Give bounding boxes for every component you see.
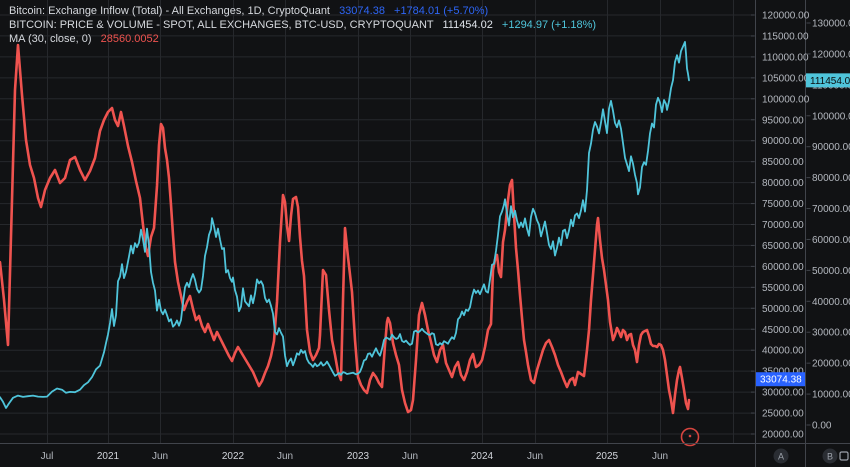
axis-b-tick-label: 40000.00 [812,297,850,308]
axis-a-tick-label: 70000.00 [762,220,804,231]
axis-b-tick-label: 100000.00 [812,111,850,122]
series-change: +1784.01 (+5.70%) [394,5,489,17]
price-line [0,41,690,409]
axis-b-tick-label: 30000.00 [812,328,850,339]
axis-b-tick-label: 20000.00 [812,359,850,370]
axis-a-tick-label: 40000.00 [762,346,804,357]
axis-a-tick-label: 80000.00 [762,178,804,189]
axis-b-tick-label: 50000.00 [812,266,850,277]
axis-b-tick-label: 70000.00 [812,204,850,215]
axis-a-tick-label: 120000.00 [762,11,810,22]
annotation-circle[interactable] [680,427,700,447]
series-change: +1294.97 (+1.18%) [501,19,597,31]
axis-badge-label: A [778,452,784,462]
axis-a-tick-label: 110000.00 [762,52,809,63]
legend-row-exchange-inflow[interactable]: Bitcoin: Exchange Inflow (Total) - All E… [9,4,596,18]
indicator-last-value: 28560.0052 [100,33,159,45]
time-axis-label-jun: Jun [527,451,543,462]
axis-b-tick-label: 90000.00 [812,142,850,153]
axis-a-tick-label: 50000.00 [762,304,804,315]
legend-row-ma-indicator[interactable]: MA (30, close, 0) 28560.0052 [9,32,596,46]
axis-a-tick-label: 90000.00 [762,136,804,147]
axis-a-tick-label: 75000.00 [762,199,804,210]
axis-b-tick-label: 10000.00 [812,390,850,401]
chart-legend: Bitcoin: Exchange Inflow (Total) - All E… [9,4,596,46]
axis-b-tick-label: 120000.00 [812,49,850,60]
axis-a-tick-label: 65000.00 [762,241,804,252]
price-scale-b[interactable] [806,0,850,444]
axis-b-tick-label: 130000.00 [812,19,850,30]
axis-a-tick-label: 105000.00 [762,73,810,84]
time-axis-label-jul: Jul [41,451,54,462]
time-axis-label-jun: Jun [277,451,293,462]
axis-badge-b[interactable] [822,448,838,464]
axis-a-tick-label: 115000.00 [762,31,809,42]
time-axis-label-jun: Jun [152,451,168,462]
panel-toggle-icon[interactable] [839,451,849,461]
time-axis-label-2024: 2024 [471,451,494,462]
price-last-value-label [806,73,850,88]
series-title: Bitcoin: Exchange Inflow (Total) - All E… [9,5,330,17]
axis-a-tick-label: 25000.00 [762,409,804,420]
axis-a-tick-label: 35000.00 [762,367,804,378]
inflow-last-value-text: 33074.38 [760,375,802,386]
axis-a-tick-label: 85000.00 [762,157,804,168]
series-last-value: 33074.38 [339,5,385,17]
time-axis-label-2022: 2022 [222,451,245,462]
axis-b-tick-label: 0.00 [812,421,832,432]
time-axis-label-2025: 2025 [596,451,619,462]
axis-b-tick-label: 60000.00 [812,235,850,246]
indicator-title: MA (30, close, 0) [9,33,92,45]
inflow-last-value-label [756,372,805,387]
time-axis-label-2023: 2023 [347,451,370,462]
series-title: BITCOIN: PRICE & VOLUME - SPOT, ALL EXCH… [9,19,434,31]
inflow-ma-line [0,43,691,415]
annotation-mark [688,434,692,438]
price-last-value-text: 111454.02 [810,76,850,87]
axis-a-tick-label: 95000.00 [762,115,804,126]
axis-b-tick-label: 80000.00 [812,173,850,184]
axis-a-tick-label: 60000.00 [762,262,804,273]
axis-badge-a[interactable] [773,448,789,464]
time-axis-label-jun: Jun [652,451,668,462]
series-last-value: 111454.02 [442,19,493,31]
axis-badge-label: B [827,452,833,462]
axis-a-tick-label: 100000.00 [762,94,810,105]
axis-a-tick-label: 30000.00 [762,388,804,399]
time-axis-label-jun: Jun [402,451,418,462]
axis-a-tick-label: 55000.00 [762,283,804,294]
legend-row-btc-price[interactable]: BITCOIN: PRICE & VOLUME - SPOT, ALL EXCH… [9,18,596,32]
axis-a-tick-label: 45000.00 [762,325,804,336]
time-axis-label-2021: 2021 [97,451,120,462]
axis-a-tick-label: 20000.00 [762,430,804,441]
